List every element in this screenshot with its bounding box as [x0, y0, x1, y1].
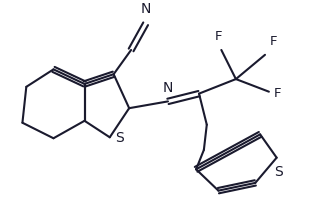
- Text: N: N: [163, 81, 173, 95]
- Text: F: F: [270, 35, 277, 48]
- Text: N: N: [141, 2, 151, 16]
- Text: F: F: [215, 30, 222, 43]
- Text: F: F: [274, 87, 281, 100]
- Text: S: S: [116, 131, 124, 145]
- Text: S: S: [274, 165, 283, 179]
